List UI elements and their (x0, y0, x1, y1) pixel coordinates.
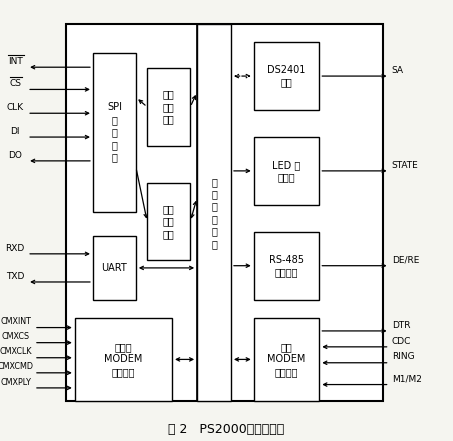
Bar (93, 53, 136, 212)
Text: 核
心
控
制
单
元: 核 心 控 制 单 元 (211, 177, 217, 249)
Bar (254, 42, 319, 110)
Text: CMXCLK: CMXCLK (0, 348, 32, 356)
Text: LED 显
示控制: LED 显 示控制 (272, 160, 301, 182)
Text: RXD: RXD (5, 243, 24, 253)
Text: CLK: CLK (6, 103, 24, 112)
Text: 嵌入式
MODEM
接口模块: 嵌入式 MODEM 接口模块 (104, 342, 143, 377)
Text: DS2401
接口: DS2401 接口 (267, 65, 306, 87)
Text: INT: INT (9, 57, 23, 66)
Text: DO: DO (8, 150, 22, 160)
Bar (93, 236, 136, 300)
Text: 网络
协议
解释: 网络 协议 解释 (163, 90, 174, 124)
Bar (254, 137, 319, 205)
Text: CMXINT: CMXINT (0, 317, 31, 326)
Text: DI: DI (10, 127, 19, 136)
Text: SPI
接
口
模
块: SPI 接 口 模 块 (107, 102, 122, 162)
Text: TXD: TXD (6, 272, 24, 280)
Text: CS: CS (10, 79, 22, 88)
Text: RS-485
收发控制: RS-485 收发控制 (269, 254, 304, 277)
Bar (147, 183, 190, 260)
Bar (197, 24, 231, 401)
Text: CDC: CDC (392, 336, 411, 346)
Text: 标准
MODEM
接口模块: 标准 MODEM 接口模块 (267, 342, 306, 377)
Bar (66, 24, 383, 401)
Text: 图 2   PS2000原理结构图: 图 2 PS2000原理结构图 (169, 423, 284, 437)
Text: UART: UART (101, 263, 127, 273)
Bar (254, 232, 319, 300)
Text: 网络
协议
编译: 网络 协议 编译 (163, 204, 174, 239)
Text: STATE: STATE (392, 161, 419, 169)
Bar (254, 318, 319, 401)
Text: CMXCS: CMXCS (2, 333, 30, 341)
Bar (197, 24, 383, 401)
Text: DTR: DTR (392, 321, 410, 329)
Text: RING: RING (392, 352, 414, 362)
Text: CMXCMD: CMXCMD (0, 363, 34, 371)
Text: DE/RE: DE/RE (392, 255, 419, 264)
Text: M1/M2: M1/M2 (392, 374, 422, 383)
Text: CMXPLY: CMXPLY (0, 377, 31, 387)
Text: SA: SA (392, 66, 404, 75)
Bar (75, 318, 172, 401)
Bar (147, 68, 190, 146)
